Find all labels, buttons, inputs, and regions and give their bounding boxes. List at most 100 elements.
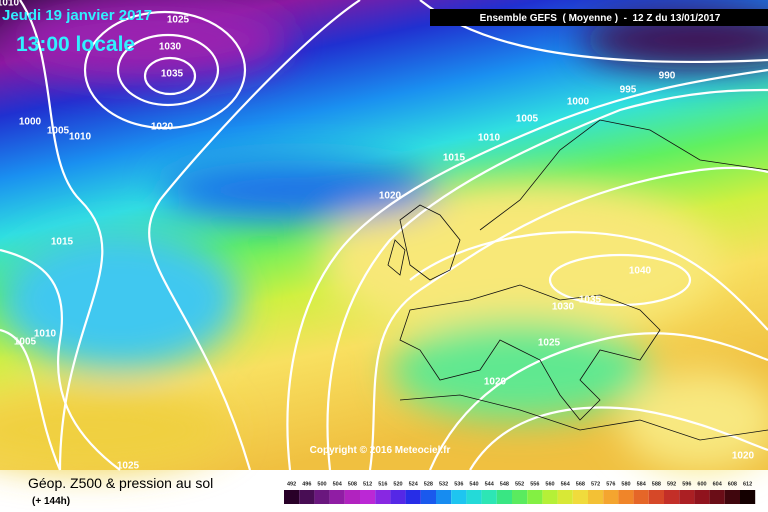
- legend-swatch: [496, 490, 512, 504]
- isobar-label: 1035: [161, 69, 184, 80]
- legend-swatch: [466, 490, 482, 504]
- isobar-label: 1020: [484, 377, 507, 388]
- legend-label: 592: [667, 481, 676, 487]
- legend-swatch: [481, 490, 497, 504]
- legend-swatch: [420, 490, 436, 504]
- legend-label: 540: [469, 481, 478, 487]
- legend-label: 492: [287, 481, 296, 487]
- legend-label: 556: [530, 481, 539, 487]
- legend-label: 532: [439, 481, 448, 487]
- legend-label: 596: [682, 481, 691, 487]
- isobar-label: 1020: [151, 122, 174, 133]
- legend-swatch: [679, 490, 695, 504]
- isobar-label: 1040: [629, 266, 652, 277]
- legend-label: 520: [393, 481, 402, 487]
- legend-swatch: [557, 490, 573, 504]
- isobar-label: 1025: [117, 461, 140, 472]
- isobar-label: 1010: [478, 133, 501, 144]
- isobar-label: 1000: [19, 117, 42, 128]
- legend-swatch: [588, 490, 604, 504]
- legend-label: 584: [637, 481, 647, 487]
- legend-label: 548: [500, 481, 509, 487]
- isobar-label: 1025: [538, 338, 561, 349]
- isobar-label: 1010: [69, 132, 92, 143]
- legend-label: 552: [515, 481, 524, 487]
- legend-swatch: [405, 490, 421, 504]
- isobar-label: 1005: [47, 126, 70, 137]
- run-box: [430, 9, 768, 26]
- legend-swatch: [512, 490, 528, 504]
- isobar-label: 1010: [34, 329, 57, 340]
- legend-label: 516: [378, 481, 387, 487]
- isobar-label: 1035: [579, 295, 602, 306]
- time: 13:00 locale: [16, 33, 135, 56]
- legend-swatch: [390, 490, 406, 504]
- legend-label: 528: [424, 481, 433, 487]
- footer-lead: (+ 144h): [32, 496, 70, 507]
- legend-swatch: [648, 490, 664, 504]
- legend-label: 500: [317, 481, 326, 487]
- legend-label: 504: [333, 481, 343, 487]
- legend-label: 568: [576, 481, 585, 487]
- legend-label: 604: [713, 481, 723, 487]
- legend-label: 560: [545, 481, 554, 487]
- coastlines: [387, 119, 768, 441]
- footer-title: Géop. Z500 & pression au sol: [28, 475, 213, 491]
- legend-swatch: [299, 490, 315, 504]
- legend-swatch: [284, 490, 300, 504]
- legend-swatch: [344, 490, 360, 504]
- legend-swatch: [375, 490, 391, 504]
- legend-swatch: [451, 490, 467, 504]
- legend-swatch: [572, 490, 588, 504]
- legend-swatch: [436, 490, 452, 504]
- legend-swatch: [694, 490, 710, 504]
- isobar-label: 1005: [516, 114, 539, 125]
- legend: 492 496 500 504 508 512 516 520 524 528 532 536 540 5…: [284, 481, 756, 504]
- legend-swatch: [603, 490, 619, 504]
- run: Ensemble GEFS ( Moyenne ) - 12 Z du 13/0…: [480, 13, 721, 24]
- legend-label: 496: [302, 481, 311, 487]
- legend-swatch: [709, 490, 725, 504]
- legend-label: 576: [606, 481, 615, 487]
- isobar-label: 1020: [379, 191, 402, 202]
- legend-swatch: [360, 490, 376, 504]
- isobar-label: 1025: [167, 15, 190, 26]
- legend-swatch: [329, 490, 345, 504]
- isobar-label: 1010: [0, 0, 20, 9]
- legend-swatch: [314, 490, 330, 504]
- isobar-labels: 1010102510301035102010001005101010151005…: [0, 0, 755, 472]
- legend-label: 588: [652, 481, 661, 487]
- legend-swatch: [618, 490, 634, 504]
- isobars: [0, 0, 768, 470]
- copyright: Copyright © 2016 Meteociel.fr: [310, 445, 451, 456]
- isobar-label: 990: [659, 71, 676, 82]
- legend-swatch: [740, 490, 756, 504]
- legend-label: 508: [348, 481, 357, 487]
- legend-label: 600: [697, 481, 706, 487]
- legend-label: 612: [743, 481, 752, 487]
- isobar-label: 1030: [159, 42, 182, 53]
- legend-swatch: [724, 490, 740, 504]
- isobar-label: 1015: [51, 237, 74, 248]
- isobar-label: 1005: [14, 337, 37, 348]
- legend-swatch: [527, 490, 543, 504]
- legend-label: 608: [728, 481, 737, 487]
- legend-label: 580: [621, 481, 630, 487]
- date: Jeudi 19 janvier 2017: [2, 7, 152, 24]
- legend-label: 572: [591, 481, 600, 487]
- isobar-label: 1020: [732, 451, 755, 462]
- isobar-label: 1030: [552, 302, 575, 313]
- legend-swatch: [542, 490, 558, 504]
- legend-label: 544: [485, 481, 495, 487]
- legend-label: 564: [561, 481, 571, 487]
- isobar-label: 995: [620, 85, 637, 96]
- legend-swatch: [664, 490, 680, 504]
- legend-label: 524: [409, 481, 419, 487]
- legend-label: 512: [363, 481, 372, 487]
- legend-label: 536: [454, 481, 463, 487]
- legend-swatch: [633, 490, 649, 504]
- isobar-label: 1000: [567, 97, 590, 108]
- isobar-label: 1015: [443, 153, 466, 164]
